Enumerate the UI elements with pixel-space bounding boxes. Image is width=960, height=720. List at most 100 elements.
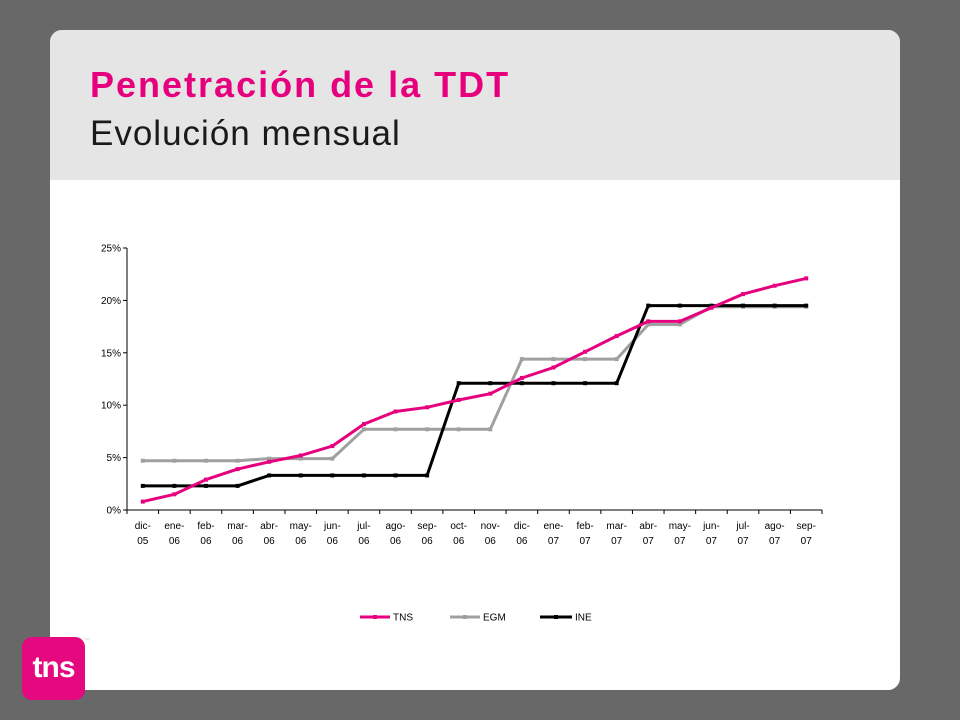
series-ine <box>140 303 809 488</box>
data-point-tns <box>361 422 366 427</box>
x-tick-label: jul- 07 <box>735 521 749 547</box>
x-tick-label: ago- 06 <box>386 521 406 547</box>
x-tick-label-line: mar- <box>606 521 627 532</box>
x-tick-label: mar- 06 <box>227 521 248 547</box>
x-tick-label-line: mar- <box>227 521 248 532</box>
x-tick-label-line: 07 <box>643 536 655 547</box>
x-tick-label: sep- 07 <box>796 521 815 547</box>
x-tick-label: ene- 06 <box>164 521 184 547</box>
data-point-egm <box>614 357 619 362</box>
x-tick-label-line: 06 <box>327 536 339 547</box>
legend-marker-ine <box>554 615 558 619</box>
x-tick-label-line: 06 <box>295 536 307 547</box>
data-point-tns <box>203 477 208 482</box>
x-tick-label-line: 07 <box>611 536 623 547</box>
data-point-tns <box>804 276 809 281</box>
data-point-ine <box>203 483 208 488</box>
x-tick-label-line: ene- <box>543 521 563 532</box>
x-tick-label: jun- 07 <box>702 521 720 547</box>
y-tick-label: 15% <box>101 348 121 359</box>
y-tick-label: 0% <box>107 506 122 517</box>
x-tick-label-line: 06 <box>516 536 528 547</box>
data-point-egm <box>519 357 524 362</box>
data-point-ine <box>425 473 430 478</box>
x-tick-label-line: sep- <box>796 521 815 532</box>
y-tick-label: 10% <box>101 401 121 412</box>
x-tick-label-line: 07 <box>674 536 686 547</box>
data-point-tns <box>488 391 493 396</box>
data-point-tns <box>677 319 682 324</box>
series-line-tns <box>141 276 808 504</box>
slide-title: Penetración de la TDT <box>90 64 511 105</box>
x-tick-label-line: feb- <box>576 521 593 532</box>
x-tick-label-line: 06 <box>453 536 465 547</box>
data-point-egm <box>172 458 177 463</box>
data-point-egm <box>330 456 335 461</box>
data-point-egm <box>140 458 145 463</box>
legend-item-ine: INE <box>540 613 592 624</box>
x-tick-label-line: may- <box>290 521 312 532</box>
data-point-ine <box>393 473 398 478</box>
data-point-tns <box>614 334 619 339</box>
data-point-ine <box>456 381 461 386</box>
data-point-ine <box>361 473 366 478</box>
x-tick-label-line: jun- <box>323 521 341 532</box>
data-point-egm <box>298 456 303 461</box>
data-point-tns <box>298 453 303 458</box>
x-tick-label-line: 06 <box>485 536 497 547</box>
data-point-ine <box>519 381 524 386</box>
data-point-ine <box>235 483 240 488</box>
legend-marker-egm <box>463 615 467 619</box>
x-tick-label: feb- 07 <box>576 521 593 547</box>
data-point-ine <box>614 381 619 386</box>
x-tick-label-line: 06 <box>264 536 276 547</box>
x-tick-label-line: 07 <box>706 536 718 547</box>
slide-header: Penetración de la TDT Evolución mensual <box>50 30 900 180</box>
data-point-tns <box>172 492 177 497</box>
x-tick-label-line: 07 <box>580 536 592 547</box>
data-point-ine <box>772 303 777 308</box>
data-point-tns <box>741 292 746 297</box>
x-tick-label-line: abr- <box>639 521 657 532</box>
slide-subtitle: Evolución mensual <box>90 114 401 153</box>
legend-label-tns: TNS <box>393 613 413 624</box>
data-point-ine <box>140 483 145 488</box>
data-point-tns <box>456 397 461 402</box>
x-tick-label: may- 06 <box>290 521 312 547</box>
data-point-tns <box>140 499 145 504</box>
data-point-egm <box>235 458 240 463</box>
data-point-ine <box>646 303 651 308</box>
data-point-ine <box>677 303 682 308</box>
x-tick-label-line: jun- <box>702 521 720 532</box>
x-tick-label: abr- 06 <box>260 521 278 547</box>
data-point-ine <box>330 473 335 478</box>
series-line-ine <box>141 304 808 488</box>
x-tick-label-line: ago- <box>386 521 406 532</box>
x-tick-label-line: ene- <box>164 521 184 532</box>
data-point-tns <box>519 375 524 380</box>
y-tick-label: 25% <box>101 244 121 255</box>
x-tick-label-line: jul- <box>735 521 749 532</box>
x-tick-label: nov- 06 <box>481 521 500 547</box>
data-point-ine <box>741 303 746 308</box>
data-point-egm <box>677 322 682 327</box>
x-tick-label-line: dic- <box>514 521 530 532</box>
x-tick-label-line: 07 <box>548 536 560 547</box>
x-tick-label: may- 07 <box>669 521 691 547</box>
data-point-ine <box>709 303 714 308</box>
data-point-tns <box>393 409 398 414</box>
x-tick-label-line: 06 <box>169 536 181 547</box>
data-point-tns <box>267 459 272 464</box>
x-tick-label-line: ago- <box>765 521 785 532</box>
x-tick-label-line: 05 <box>137 536 149 547</box>
x-tick-label-line: jul- <box>356 521 370 532</box>
x-tick-label-line: nov- <box>481 521 500 532</box>
x-tick-label: dic- 05 <box>135 521 151 547</box>
x-tick-label: dic- 06 <box>514 521 530 547</box>
chart-legend: TNS EGM INE <box>360 613 592 624</box>
x-tick-label: feb- 06 <box>197 521 214 547</box>
data-point-tns <box>583 349 588 354</box>
logo-text: tns <box>32 651 76 684</box>
data-point-egm <box>551 357 556 362</box>
